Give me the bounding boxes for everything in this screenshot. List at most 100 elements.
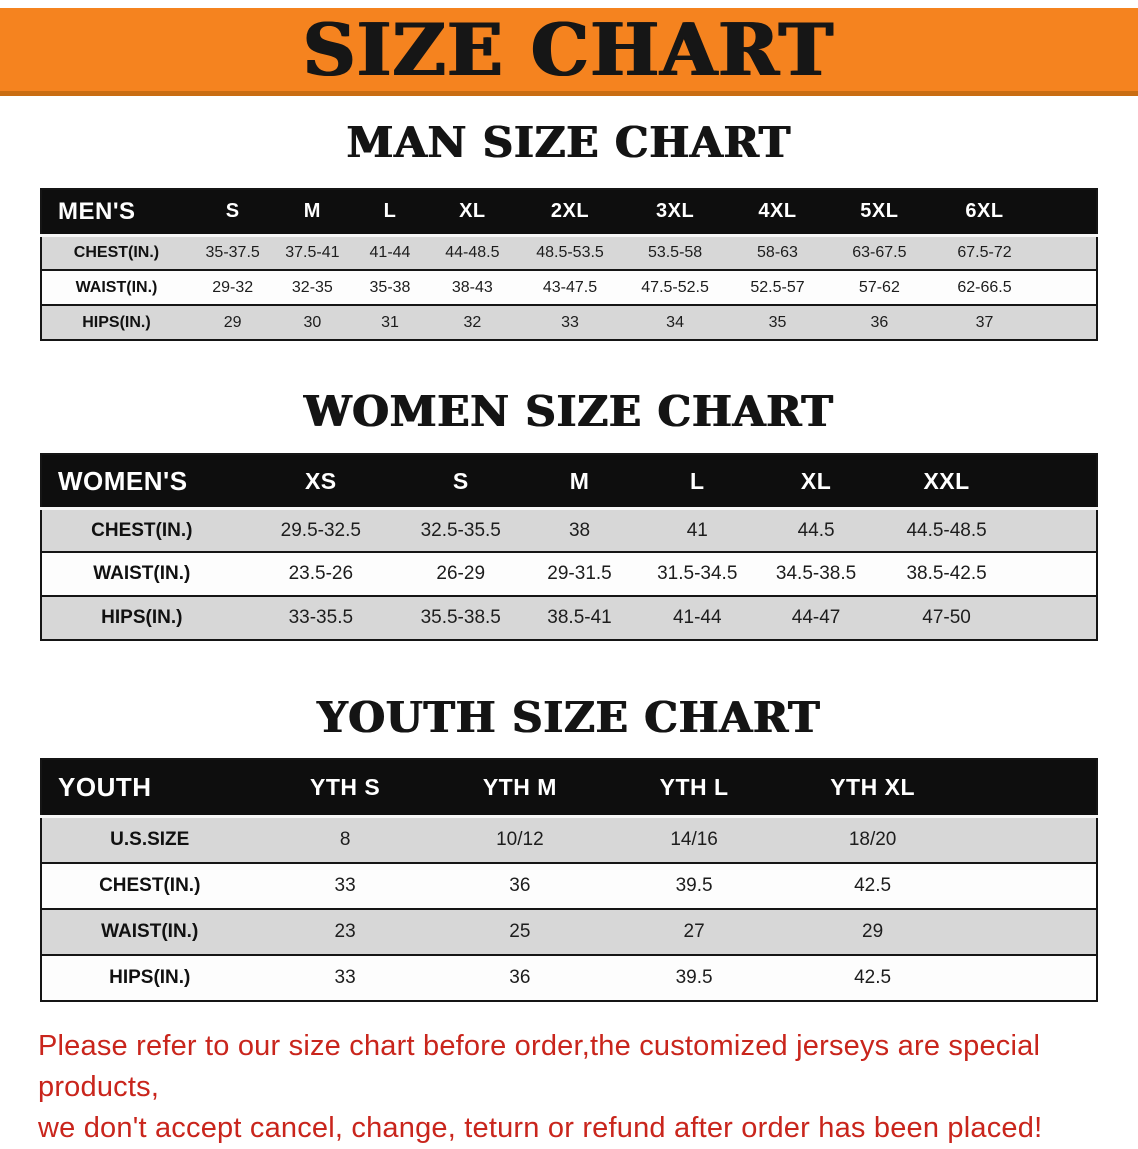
size-value-cell: 38.5-41 <box>547 607 612 629</box>
size-column-header: YTH S <box>257 758 433 819</box>
size-value-cell: 32-35 <box>291 278 333 296</box>
measurement-label: HIPS(IN.) <box>109 966 191 988</box>
women-section-heading: WOMEN SIZE CHART <box>304 387 834 437</box>
measurement-row: WAIST(IN.) 23 25 27 29 <box>41 908 1097 955</box>
measurement-row: HIPS(IN.) 33 36 39.5 42.5 <box>41 954 1097 1001</box>
size-value-cell: 36 <box>870 313 889 331</box>
size-value-cell: 34.5-38.5 <box>775 563 857 585</box>
measurement-row: CHEST(IN.) 33 36 39.5 42.5 <box>41 862 1097 909</box>
size-value-cell: 41-44 <box>672 607 722 629</box>
size-value-cell: 26-29 <box>436 563 486 585</box>
size-value-cell: 41 <box>686 519 708 541</box>
size-value-cell: 27 <box>683 920 705 942</box>
size-value-cell: 44.5 <box>797 519 835 541</box>
size-column-header: YTH M <box>432 758 607 819</box>
size-value-cell: 67.5-72 <box>957 243 1012 261</box>
size-value-cell: 23 <box>334 920 356 942</box>
size-value-cell: 33 <box>334 874 356 896</box>
size-column-header: 2XL <box>515 189 625 237</box>
measurement-row: HIPS(IN.) 29 30 31 32 33 34 35 36 37 <box>41 305 1097 341</box>
youth-section-heading: YOUTH SIZE CHART <box>317 693 821 743</box>
size-column-header: L <box>637 454 757 510</box>
measurement-label: CHEST(IN.) <box>73 243 160 261</box>
men-table-header-row: MEN'S S M L XL 2XL 3XL 4XL 5XL 6XL <box>41 189 1097 237</box>
measurement-label: WAIST(IN.) <box>101 920 199 942</box>
size-value-cell: 8 <box>339 828 351 850</box>
size-value-cell: 37 <box>975 313 994 331</box>
size-value-cell: 63-67.5 <box>852 243 907 261</box>
measurement-label: HIPS(IN.) <box>82 313 151 331</box>
measurement-label: HIPS(IN.) <box>101 607 183 629</box>
size-value-cell: 32.5-35.5 <box>420 519 501 541</box>
size-value-cell: 18/20 <box>848 828 897 850</box>
size-value-cell: 29 <box>862 920 884 942</box>
measurement-row: CHEST(IN.) 35-37.5 37.5-41 41-44 44-48.5 48.5… <box>41 235 1097 271</box>
table-title-cell: WOMEN'S <box>41 454 242 510</box>
size-value-cell: 35.5-38.5 <box>420 607 501 629</box>
size-column-header: XS <box>241 454 401 510</box>
size-value-cell: 52.5-57 <box>750 278 805 296</box>
table-title-cell: YOUTH <box>41 758 258 819</box>
youth-size-table: YOUTH YTH S YTH M YTH L YTH XL U.S.SIZE 8 10/1… <box>40 757 1098 1002</box>
size-value-cell: 35-37.5 <box>205 243 260 261</box>
size-column-header: XL <box>756 454 876 510</box>
size-value-cell: 36 <box>509 966 531 988</box>
size-value-cell: 41-44 <box>369 243 411 261</box>
size-value-cell: 33-35.5 <box>288 607 354 629</box>
disclaimer-note: Please refer to our size chart before or… <box>0 1026 1138 1149</box>
size-column-header: S <box>400 454 522 510</box>
women-size-table: WOMEN'S XS S M L XL XXL CHEST(IN.) 29.5-32.5 32.… <box>40 453 1098 642</box>
size-value-cell: 36 <box>509 874 531 896</box>
size-value-cell: 62-66.5 <box>957 278 1012 296</box>
measurement-row: HIPS(IN.) 33-35.5 35.5-38.5 38.5-41 41-44 44-… <box>41 596 1097 641</box>
size-column-header: YTH XL <box>781 758 1097 819</box>
measurement-label: U.S.SIZE <box>110 828 190 850</box>
men-section-heading: MAN SIZE CHART <box>346 118 792 167</box>
measurement-label: WAIST(IN.) <box>93 563 191 585</box>
banner-title: SIZE CHART <box>303 6 835 92</box>
measurement-row: CHEST(IN.) 29.5-32.5 32.5-35.5 38 41 44.5 44.5… <box>41 508 1097 553</box>
measurement-label: CHEST(IN.) <box>91 519 193 541</box>
size-value-cell: 30 <box>303 313 322 331</box>
size-value-cell: 38-43 <box>451 278 493 296</box>
size-column-header: L <box>350 189 430 237</box>
women-size-section: WOMEN SIZE CHART WOMEN'S XS S M L XL XXL CHEST… <box>0 387 1138 642</box>
disclaimer-line-1: Please refer to our size chart before or… <box>38 1029 1041 1103</box>
size-column-header: 3XL <box>624 189 726 237</box>
youth-size-section: YOUTH SIZE CHART YOUTH YTH S YTH M YTH L YTH… <box>0 693 1138 1002</box>
size-value-cell: 57-62 <box>858 278 900 296</box>
size-value-cell: 29 <box>223 313 242 331</box>
disclaimer-line-2: we don't accept cancel, change, teturn o… <box>38 1111 1043 1144</box>
size-value-cell: 29.5-32.5 <box>280 519 361 541</box>
size-column-header: M <box>274 189 351 237</box>
youth-table-header-row: YOUTH YTH S YTH M YTH L YTH XL <box>41 758 1097 819</box>
women-table-header-row: WOMEN'S XS S M L XL XXL <box>41 454 1097 510</box>
size-value-cell: 31 <box>381 313 399 331</box>
size-value-cell: 38 <box>568 519 591 541</box>
size-value-cell: 47-50 <box>922 607 971 629</box>
size-column-header: 6XL <box>929 189 1097 237</box>
size-column-header: 4XL <box>725 189 830 237</box>
size-value-cell: 10/12 <box>496 828 544 850</box>
size-value-cell: 23.5-26 <box>288 563 354 585</box>
size-column-header: XL <box>429 189 516 237</box>
size-value-cell: 37.5-41 <box>285 243 340 261</box>
size-value-cell: 35 <box>768 313 787 331</box>
size-value-cell: 53.5-58 <box>647 243 703 261</box>
size-value-cell: 42.5 <box>854 966 892 988</box>
size-column-header: S <box>190 189 275 237</box>
measurement-row: WAIST(IN.) 29-32 32-35 35-38 38-43 43-47.5 47.… <box>41 270 1097 306</box>
size-value-cell: 43-47.5 <box>542 278 598 296</box>
size-value-cell: 32 <box>463 313 482 331</box>
measurement-row: WAIST(IN.) 23.5-26 26-29 29-31.5 31.5-34.5 34… <box>41 552 1097 597</box>
men-size-table: MEN'S S M L XL 2XL 3XL 4XL 5XL 6XL CHEST(IN.) 35-3… <box>40 188 1098 342</box>
table-title-cell: MEN'S <box>41 189 191 237</box>
size-value-cell: 31.5-34.5 <box>657 563 738 585</box>
size-column-header: 5XL <box>829 189 930 237</box>
size-value-cell: 44.5-48.5 <box>906 519 987 541</box>
measurement-row: U.S.SIZE 8 10/12 14/16 18/20 <box>41 816 1097 863</box>
size-value-cell: 39.5 <box>675 874 713 896</box>
size-value-cell: 42.5 <box>854 874 892 896</box>
measurement-label: CHEST(IN.) <box>99 874 201 896</box>
size-value-cell: 29-31.5 <box>547 563 612 585</box>
